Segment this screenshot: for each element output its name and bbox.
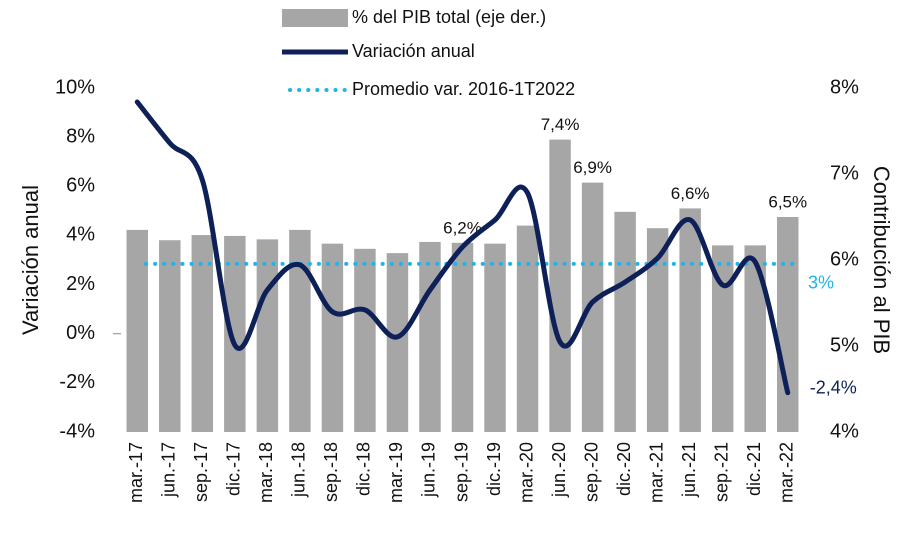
y-tick-label: 8% (66, 125, 95, 147)
x-tick-label: dic.-21 (744, 442, 764, 496)
data-label: -2,4% (810, 377, 857, 397)
data-label: 6,2% (443, 218, 482, 237)
data-label: 7,4% (541, 115, 580, 134)
bar (224, 235, 246, 432)
x-tick-label: mar.-19 (386, 442, 406, 503)
x-tick-label: dic.-18 (354, 442, 374, 496)
x-tick-label: sep.-21 (711, 442, 731, 502)
y-tick-label: 2% (66, 273, 95, 295)
bar (126, 229, 148, 432)
bar (614, 211, 636, 432)
bar (159, 240, 181, 432)
bar (581, 182, 604, 432)
y-tick-label: 6% (66, 175, 95, 197)
bar (549, 139, 571, 432)
y-axis-title: Variación anual (18, 185, 43, 335)
bar (419, 241, 441, 432)
line (134, 99, 791, 396)
y2-tick-label: 5% (830, 334, 859, 356)
bar (679, 208, 701, 432)
y2-tick-label: 7% (830, 162, 859, 184)
bar (711, 245, 734, 432)
data-label: 6,9% (573, 158, 612, 177)
x-tick-label: sep.-17 (191, 442, 211, 502)
bar (354, 248, 376, 432)
x-tick-label: dic.-20 (614, 442, 634, 496)
y-tick-label: 4% (66, 224, 95, 246)
y-tick-label: 0% (66, 322, 95, 344)
data-label: 6,6% (671, 184, 710, 203)
bar (386, 253, 409, 432)
y2-axis-title: Contribución al PIB (869, 166, 894, 354)
x-tick-label: jun.-20 (549, 442, 569, 498)
x-tick-label: sep.-18 (321, 442, 341, 502)
legend-label: Variación anual (352, 41, 475, 61)
x-tick-label: jun.-17 (159, 442, 179, 498)
legend-label: Promedio var. 2016-1T2022 (352, 79, 575, 99)
x-tick-label: dic.-19 (484, 442, 504, 496)
x-tick-label: jun.-18 (289, 442, 309, 498)
bar (744, 245, 766, 432)
bar (484, 243, 506, 432)
x-tick-label: jun.-21 (679, 442, 699, 498)
legend-swatch (282, 9, 348, 27)
bar (451, 242, 474, 432)
bar (256, 239, 279, 432)
legend-label: % del PIB total (eje der.) (352, 7, 546, 27)
x-tick-label: mar.-17 (126, 442, 146, 503)
average-label: 3% (808, 273, 834, 293)
y2-tick-label: 6% (830, 248, 859, 270)
x-tick-label: mar.-20 (516, 442, 536, 503)
x-tick-label: jun.-19 (419, 442, 439, 498)
x-tick-label: mar.-22 (776, 442, 796, 503)
bar (516, 225, 539, 432)
y-tick-label: -4% (59, 420, 95, 442)
bar (777, 217, 799, 432)
bar (646, 228, 669, 432)
bar (289, 229, 311, 432)
data-label: 6,5% (768, 192, 807, 211)
x-tick-label: mar.-21 (646, 442, 666, 503)
x-tick-label: sep.-19 (451, 442, 471, 502)
bar (191, 235, 214, 432)
x-tick-label: mar.-18 (256, 442, 276, 503)
x-tick-label: sep.-20 (581, 442, 601, 502)
x-tick-label: dic.-17 (224, 442, 244, 496)
y-tick-label: -2% (59, 371, 95, 393)
y2-tick-label: 4% (830, 420, 859, 442)
bar (321, 243, 344, 432)
y-tick-label: 10% (55, 76, 95, 98)
y2-tick-label: 8% (830, 76, 859, 98)
